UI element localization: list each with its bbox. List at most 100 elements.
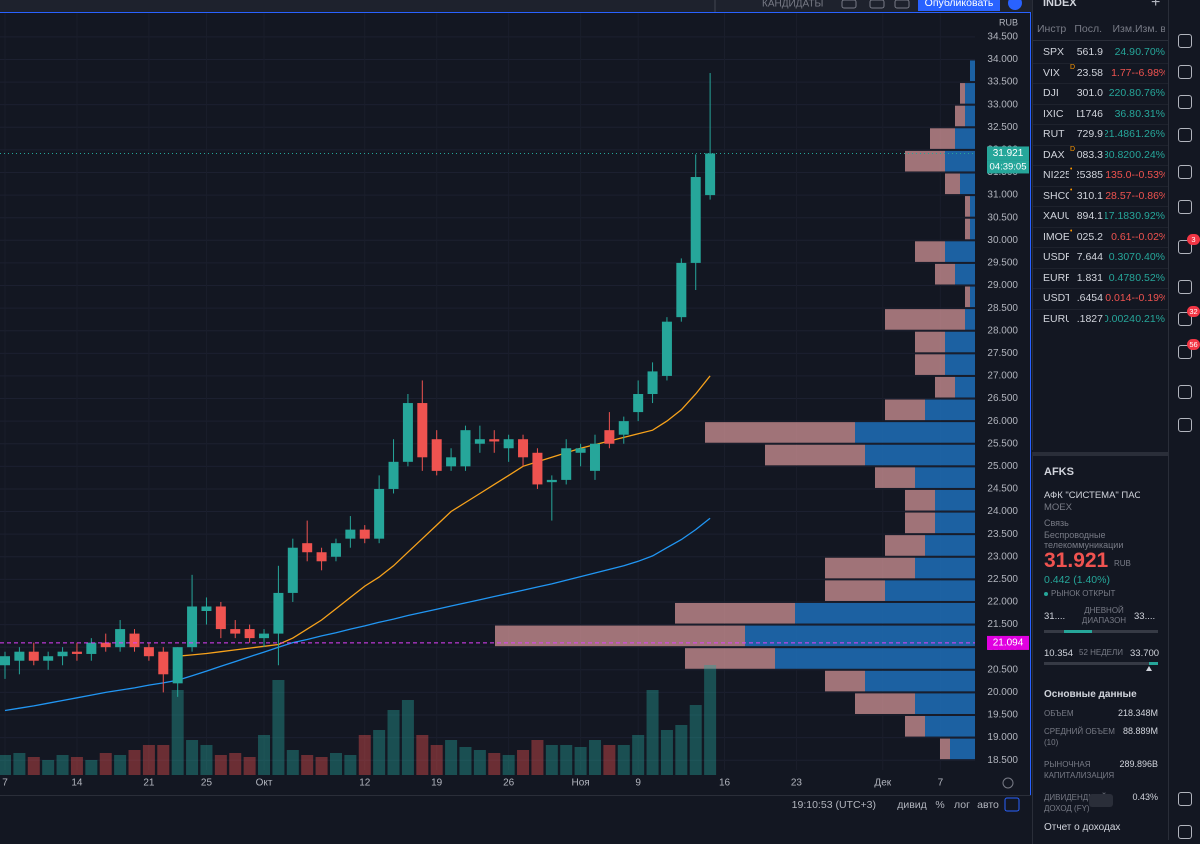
row-divider — [1033, 226, 1168, 228]
collapse-button — [1089, 794, 1113, 807]
volume-bar — [517, 750, 530, 775]
profile-sell — [905, 489, 935, 511]
date-label: Окт — [256, 778, 273, 789]
price-tick-label: 24.000 — [987, 506, 1018, 517]
volume-bar — [588, 740, 601, 775]
tool-icon[interactable] — [1178, 792, 1192, 806]
tool-icon[interactable] — [1178, 128, 1192, 142]
candle-body — [287, 547, 298, 593]
watchlist-title[interactable]: INDEX — [1043, 0, 1077, 9]
last-price: 77.644 — [1077, 251, 1103, 263]
candle-body — [330, 543, 341, 557]
candle-body — [374, 488, 385, 539]
volume-bar — [13, 753, 26, 775]
profile-sell — [855, 693, 915, 714]
row-divider — [1033, 185, 1168, 187]
last-price: 1894.1 — [1077, 210, 1103, 222]
profile-buy — [935, 489, 975, 511]
fundamental-label: РЫНОЧНАЯ КАПИТАЛИЗАЦИЯ — [1044, 760, 1115, 780]
last-price: 3025.2 — [1077, 230, 1103, 243]
profile-sell — [960, 83, 965, 104]
change: 0.478 — [1108, 271, 1135, 284]
publish-button[interactable] — [918, 0, 1000, 11]
last-price: 1.1827 — [1077, 312, 1103, 325]
candidates-button[interactable]: КАНДИДАТЫ — [762, 0, 823, 10]
volume-bar — [632, 735, 645, 775]
publish-menu[interactable] — [1008, 0, 1022, 10]
candle-body — [474, 439, 485, 444]
tool-icon[interactable] — [1178, 280, 1192, 294]
profile-sell — [885, 535, 925, 556]
change-pct: -0.53% — [1135, 169, 1165, 181]
fundamental-label: ОБЪЕМ — [1044, 709, 1074, 718]
scale-icon[interactable] — [1004, 797, 1020, 812]
candle-body — [43, 656, 54, 661]
tool-icon[interactable] — [1178, 65, 1192, 79]
volume-bar — [488, 753, 501, 775]
candle-body — [618, 421, 629, 435]
profile-buy — [865, 670, 975, 692]
right-toolbar: 3 32 56 — [1168, 0, 1200, 840]
volume-bar — [660, 730, 673, 775]
scale-toggle[interactable]: лог — [954, 799, 970, 811]
row-divider — [1033, 206, 1168, 207]
snapshot-icon[interactable] — [894, 0, 910, 9]
volume-bar — [646, 690, 659, 775]
candle-body — [273, 592, 284, 634]
scale-toggle[interactable]: % — [935, 799, 944, 811]
volume-bar — [85, 760, 98, 775]
change: -1.77 — [1111, 66, 1135, 79]
candle-body — [316, 552, 327, 562]
volume-bar — [344, 755, 357, 775]
profile-sell — [915, 354, 945, 375]
profile-buy — [965, 105, 975, 127]
countdown-label: 04:39:05 — [990, 161, 1027, 172]
candle-body — [690, 177, 701, 263]
candle-body — [503, 439, 514, 449]
symbol: IMOEX — [1043, 230, 1069, 243]
tool-icon[interactable] — [1178, 345, 1192, 359]
candle-body — [129, 633, 140, 648]
volume-bar — [502, 755, 515, 775]
price-tick-label: 33.000 — [987, 99, 1018, 110]
volume-bar — [229, 753, 242, 775]
add-symbol[interactable]: + — [1151, 0, 1161, 11]
settings-icon[interactable] — [841, 0, 857, 9]
day-range-fill — [1064, 630, 1092, 633]
tool-icon[interactable] — [1178, 34, 1192, 48]
date-label: 7 — [938, 778, 944, 789]
symbol-badge: D — [1070, 145, 1076, 153]
axis-settings[interactable] — [1002, 777, 1014, 789]
week52-low: 10.354 — [1044, 648, 1074, 659]
volume-bar — [704, 665, 717, 775]
profile-buy — [925, 715, 975, 737]
price-tick-label: 31.000 — [987, 190, 1018, 201]
earnings-section[interactable]: Отчет о доходах — [1044, 822, 1121, 833]
last-price: 1729.9 — [1077, 128, 1103, 140]
profile-sell — [965, 286, 970, 308]
change-pct: 0.40% — [1135, 251, 1165, 263]
column-header: Изм. — [1112, 23, 1136, 35]
tool-icon[interactable] — [1178, 825, 1192, 839]
profile-sell — [675, 602, 795, 624]
row-divider — [1033, 308, 1168, 310]
scale-toggle[interactable]: дивид — [897, 799, 927, 811]
header-divider — [1033, 40, 1168, 41]
notification-badge: 3 — [1187, 234, 1200, 245]
fullscreen-icon[interactable] — [869, 0, 885, 9]
tool-icon[interactable] — [1178, 165, 1192, 179]
profile-buy — [965, 309, 975, 330]
change-pct: 0.24% — [1135, 148, 1165, 161]
tool-icon[interactable] — [1178, 312, 1192, 326]
tool-icon[interactable] — [1178, 418, 1192, 432]
volume-bar — [329, 753, 342, 775]
change-pct: 1.26% — [1135, 128, 1165, 140]
tool-icon[interactable] — [1178, 240, 1192, 254]
symbol: EURUSD — [1043, 312, 1069, 325]
volume-bar — [574, 747, 587, 775]
candle-body — [359, 529, 370, 539]
tool-icon[interactable] — [1178, 200, 1192, 214]
tool-icon[interactable] — [1178, 95, 1192, 109]
scale-toggle[interactable]: авто — [977, 799, 999, 811]
tool-icon[interactable] — [1178, 385, 1192, 399]
